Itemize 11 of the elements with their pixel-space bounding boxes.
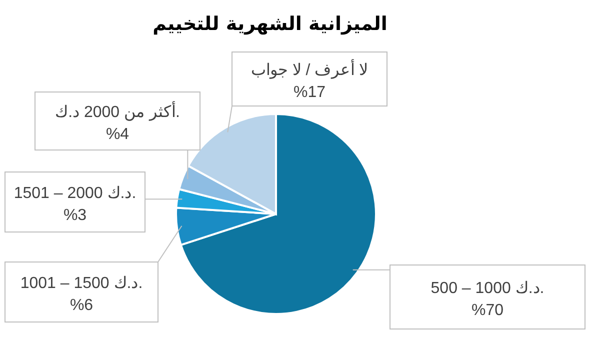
data-label: %17: [293, 84, 326, 101]
slice-label: 500 – 1000 د.ك.: [430, 280, 544, 297]
data-label: %70: [471, 302, 504, 319]
chart-title: الميزانية الشهرية للتخييم: [152, 13, 388, 35]
data-label: %3: [63, 207, 87, 224]
slice-label: أكثر من 2000 د.ك.: [55, 101, 180, 121]
data-label: %4: [106, 126, 130, 143]
slice-label: 1501 – 2000 د.ك.: [14, 185, 136, 202]
slice-label: لا أعرف / لا جواب: [250, 59, 368, 79]
slice-label: 1001 – 1500 د.ك.: [20, 275, 143, 292]
data-label: %6: [70, 297, 94, 314]
